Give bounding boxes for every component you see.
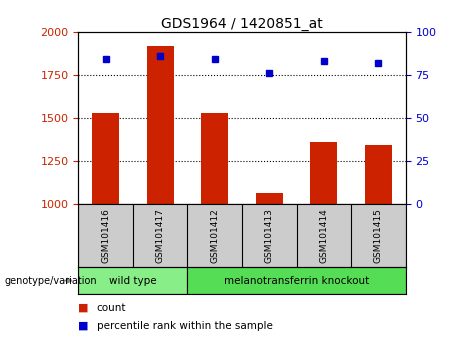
Text: genotype/variation: genotype/variation [5,275,97,286]
Text: GSM101414: GSM101414 [319,208,328,263]
Text: count: count [97,303,126,313]
Text: GSM101415: GSM101415 [374,208,383,263]
Text: ■: ■ [78,303,89,313]
Title: GDS1964 / 1420851_at: GDS1964 / 1420851_at [161,17,323,31]
Text: percentile rank within the sample: percentile rank within the sample [97,321,273,331]
Text: GSM101417: GSM101417 [156,208,165,263]
Bar [92,113,119,204]
Text: wild type: wild type [109,275,157,286]
Bar [256,193,283,204]
Text: ■: ■ [78,321,89,331]
Text: GSM101416: GSM101416 [101,208,110,263]
Text: GSM101413: GSM101413 [265,208,274,263]
Bar [78,267,188,294]
Bar [201,113,228,204]
Bar [365,145,392,204]
Bar [147,46,174,204]
Text: GSM101412: GSM101412 [210,208,219,263]
Text: melanotransferrin knockout: melanotransferrin knockout [224,275,369,286]
Bar [310,142,337,204]
Bar [188,267,406,294]
